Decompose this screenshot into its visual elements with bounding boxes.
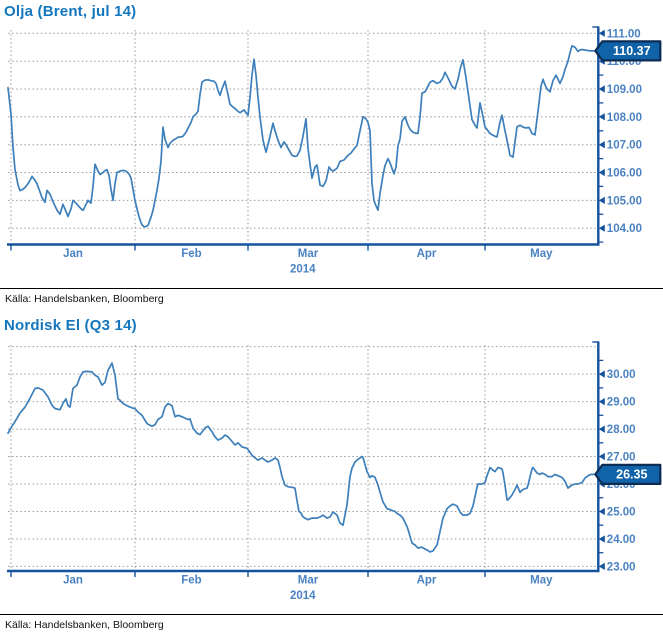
month-label: Jan [63, 248, 83, 260]
y-tick-label: 29.00 [607, 397, 636, 409]
y-tick-label: 105.00 [607, 195, 642, 207]
last-price-badge [594, 463, 662, 485]
last-price-badge [594, 40, 662, 62]
y-tick-arrow [598, 85, 605, 93]
month-label: Feb [181, 248, 201, 260]
y-tick-arrow [598, 425, 605, 433]
month-label: May [530, 575, 553, 587]
y-tick-label: 109.00 [607, 84, 642, 96]
year-label: 2014 [290, 264, 316, 276]
y-tick-label: 28.00 [607, 424, 636, 436]
chart-title-nordisk-el: Nordisk El (Q3 14) [4, 317, 137, 334]
year-label: 2014 [290, 590, 316, 602]
month-label: Mar [298, 248, 319, 260]
chart-title-olja: Olja (Brent, jul 14) [4, 3, 137, 20]
y-tick-label: 106.00 [607, 168, 642, 180]
y-tick-arrow [598, 113, 605, 121]
y-tick-arrow [598, 562, 605, 570]
y-tick-arrow [598, 29, 605, 37]
y-tick-arrow [598, 507, 605, 516]
divider [0, 288, 663, 289]
y-tick-label: 111.00 [607, 28, 641, 40]
y-tick-arrow [598, 196, 605, 204]
y-tick-arrow [598, 370, 605, 378]
source-label: Källa: Handelsbanken, Bloomberg [5, 293, 164, 305]
y-tick-arrow [598, 398, 605, 406]
price-line [7, 45, 595, 228]
y-tick-arrow [598, 535, 605, 543]
y-tick-arrow [598, 224, 605, 232]
y-tick-label: 107.00 [607, 140, 642, 152]
month-label: Jan [63, 575, 83, 587]
y-tick-label: 30.00 [607, 369, 636, 381]
price-line [7, 362, 595, 553]
badge-label: 110.37 [613, 44, 651, 58]
y-tick-label: 27.00 [607, 452, 636, 464]
y-tick-label: 25.00 [607, 507, 636, 519]
month-label: Feb [181, 575, 201, 587]
month-label: May [530, 248, 553, 260]
month-label: Apr [417, 575, 437, 587]
y-tick-label: 108.00 [607, 112, 642, 124]
y-tick-arrow [598, 141, 605, 149]
badge-label: 26.35 [616, 468, 647, 482]
y-tick-arrow [598, 452, 605, 461]
y-tick-label: 24.00 [607, 534, 636, 546]
y-tick-label: 104.00 [607, 223, 642, 235]
month-label: Apr [417, 248, 437, 260]
divider [0, 614, 663, 615]
y-tick-label: 23.00 [607, 561, 636, 573]
month-label: Mar [298, 575, 319, 587]
source-label: Källa: Handelsbanken, Bloomberg [5, 619, 164, 631]
y-tick-arrow [598, 168, 605, 177]
